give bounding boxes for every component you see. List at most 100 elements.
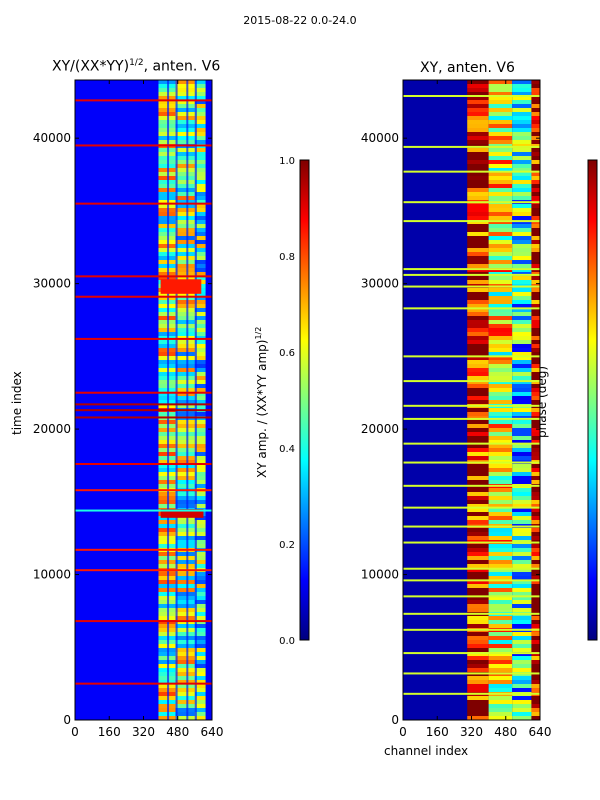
heatmap-cell bbox=[512, 160, 532, 164]
heatmap-stripe bbox=[75, 202, 212, 205]
heatmap-cell bbox=[194, 668, 206, 672]
heatmap-cell bbox=[531, 392, 540, 396]
heatmap-cell bbox=[467, 448, 489, 452]
heatmap-cell bbox=[488, 340, 513, 344]
heatmap-cell bbox=[512, 168, 532, 172]
heatmap-cell bbox=[488, 232, 513, 236]
heatmap-cell bbox=[175, 636, 195, 640]
heatmap-cell bbox=[531, 508, 540, 512]
heatmap-cell bbox=[512, 344, 532, 348]
heatmap-cell bbox=[467, 436, 489, 440]
heatmap-cell bbox=[467, 232, 489, 236]
heatmap-cell bbox=[488, 472, 513, 476]
heatmap-cell bbox=[512, 364, 532, 368]
heatmap-cell bbox=[467, 364, 489, 368]
heatmap-cell bbox=[512, 188, 532, 192]
heatmap-cell bbox=[531, 224, 540, 228]
heatmap-cell bbox=[467, 276, 489, 280]
heatmap-cell bbox=[467, 592, 489, 596]
heatmap-cell bbox=[194, 380, 206, 384]
heatmap-hot-block bbox=[160, 509, 204, 518]
heatmap-cell bbox=[512, 376, 532, 380]
heatmap-cell bbox=[194, 536, 206, 540]
heatmap-cell bbox=[531, 428, 540, 432]
heatmap-cell bbox=[531, 516, 540, 520]
heatmap-cell bbox=[194, 716, 206, 720]
y-tick-label: 0 bbox=[63, 713, 71, 727]
heatmap-cell bbox=[488, 584, 513, 588]
heatmap-cell bbox=[194, 160, 206, 164]
heatmap-cell bbox=[194, 616, 206, 620]
heatmap-cell bbox=[194, 112, 206, 116]
heatmap-cell bbox=[488, 152, 513, 156]
heatmap-cell bbox=[512, 536, 532, 540]
x-tick-label: 0 bbox=[71, 725, 79, 739]
heatmap-cell bbox=[488, 412, 513, 416]
heatmap-cell bbox=[194, 344, 206, 348]
heatmap-cell bbox=[194, 300, 206, 304]
heatmap-cell bbox=[175, 256, 195, 260]
heatmap-cell bbox=[531, 320, 540, 324]
heatmap-cell bbox=[175, 672, 195, 676]
heatmap-cell bbox=[467, 708, 489, 712]
heatmap-stripe bbox=[403, 380, 540, 383]
heatmap-cell bbox=[175, 208, 195, 212]
heatmap-cell bbox=[512, 592, 532, 596]
heatmap-cell bbox=[488, 84, 513, 88]
heatmap-cell bbox=[531, 140, 540, 144]
heatmap-cell bbox=[512, 568, 532, 572]
heatmap-cell bbox=[194, 424, 206, 428]
heatmap-cell bbox=[531, 348, 540, 352]
heatmap-cell bbox=[512, 108, 532, 112]
heatmap-cell bbox=[488, 192, 513, 196]
heatmap-cell bbox=[512, 212, 532, 216]
heatmap-cell bbox=[467, 604, 489, 608]
heatmap-cell bbox=[175, 584, 195, 588]
heatmap-cell bbox=[467, 152, 489, 156]
heatmap-cell bbox=[488, 368, 513, 372]
heatmap-cell bbox=[531, 600, 540, 604]
heatmap-cell bbox=[512, 248, 532, 252]
heatmap-cell bbox=[467, 644, 489, 648]
heatmap-cell bbox=[175, 248, 195, 252]
heatmap-cell bbox=[488, 320, 513, 324]
heatmap-cell bbox=[175, 616, 195, 620]
y-tick-label: 10000 bbox=[33, 568, 71, 582]
heatmap-cell bbox=[467, 192, 489, 196]
heatmap-cell bbox=[488, 624, 513, 628]
heatmap-cell bbox=[512, 428, 532, 432]
heatmap-cell bbox=[488, 364, 513, 368]
heatmap-cell bbox=[194, 128, 206, 132]
heatmap-cell bbox=[488, 536, 513, 540]
heatmap-stripe bbox=[403, 579, 540, 582]
heatmap-cell bbox=[467, 640, 489, 644]
heatmap-cell bbox=[467, 280, 489, 284]
heatmap-stripe bbox=[403, 95, 540, 97]
heatmap-cell bbox=[531, 668, 540, 672]
heatmap-cell bbox=[488, 104, 513, 108]
heatmap-stripe bbox=[403, 652, 540, 655]
heatmap-cell bbox=[467, 140, 489, 144]
heatmap-cell bbox=[512, 148, 532, 152]
heatmap-cell bbox=[175, 476, 195, 480]
heatmap-stripe bbox=[75, 144, 212, 147]
heatmap-cell bbox=[488, 256, 513, 260]
heatmap-cell bbox=[467, 508, 489, 512]
heatmap-cell bbox=[512, 508, 532, 512]
heatmap-cell bbox=[488, 180, 513, 184]
heatmap-cell bbox=[531, 248, 540, 252]
heatmap-cell bbox=[512, 472, 532, 476]
heatmap-cell bbox=[194, 204, 206, 208]
heatmap-cell bbox=[194, 316, 206, 320]
heatmap-cell bbox=[512, 228, 532, 232]
heatmap-cell bbox=[512, 172, 532, 176]
heatmap-cell bbox=[467, 196, 489, 200]
heatmap-cell bbox=[467, 360, 489, 364]
heatmap-cell bbox=[175, 84, 195, 88]
heatmap-cell bbox=[467, 300, 489, 304]
heatmap-cell bbox=[467, 584, 489, 588]
heatmap-cell bbox=[194, 224, 206, 228]
heatmap-cell bbox=[531, 256, 540, 260]
heatmap-cell bbox=[531, 316, 540, 320]
heatmap-cell bbox=[467, 204, 489, 208]
